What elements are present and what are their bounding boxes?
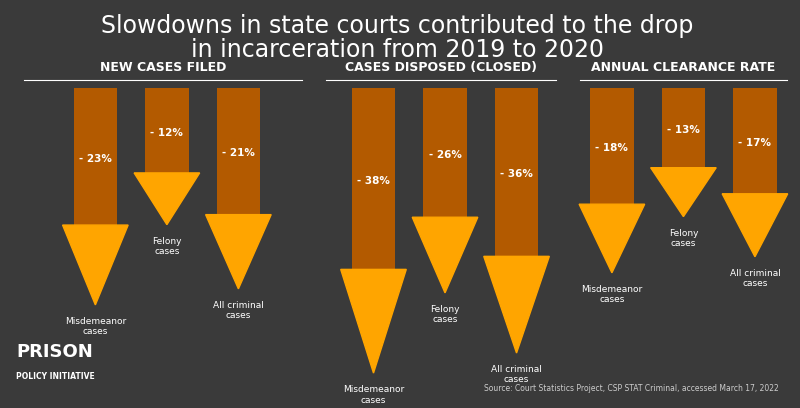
Polygon shape [579,204,645,273]
Text: ANNUAL CLEARANCE RATE: ANNUAL CLEARANCE RATE [591,61,775,74]
Text: Felony
cases: Felony cases [669,228,698,248]
Text: - 38%: - 38% [357,176,390,186]
Text: - 18%: - 18% [595,143,628,153]
Text: Felony
cases: Felony cases [152,237,182,256]
Text: - 21%: - 21% [222,149,255,158]
Text: - 36%: - 36% [500,169,533,179]
FancyBboxPatch shape [145,88,189,177]
FancyBboxPatch shape [74,88,118,229]
Text: - 17%: - 17% [738,138,771,148]
Polygon shape [650,168,716,217]
FancyBboxPatch shape [590,88,634,208]
Text: Slowdowns in state courts contributed to the drop: Slowdowns in state courts contributed to… [101,14,694,38]
Text: - 26%: - 26% [429,150,462,160]
Text: Source: Court Statistics Project, CSP STAT Criminal, accessed March 17, 2022: Source: Court Statistics Project, CSP ST… [484,384,778,393]
Polygon shape [412,217,478,293]
Text: Misdemeanor
cases: Misdemeanor cases [343,385,404,404]
Text: CASES DISPOSED (CLOSED): CASES DISPOSED (CLOSED) [345,61,537,74]
Text: Misdemeanor
cases: Misdemeanor cases [582,285,642,304]
FancyBboxPatch shape [217,88,260,219]
FancyBboxPatch shape [733,88,777,198]
Text: All criminal
cases: All criminal cases [213,301,264,320]
Polygon shape [341,269,406,373]
Text: NEW CASES FILED: NEW CASES FILED [100,61,226,74]
FancyBboxPatch shape [352,88,395,273]
Polygon shape [206,215,271,289]
Text: Misdemeanor
cases: Misdemeanor cases [65,317,126,336]
Text: All criminal
cases: All criminal cases [730,269,780,288]
Text: - 12%: - 12% [150,128,183,137]
Polygon shape [62,225,128,305]
Polygon shape [722,194,788,257]
FancyBboxPatch shape [494,88,538,260]
Text: in incarceration from 2019 to 2020: in incarceration from 2019 to 2020 [191,38,604,62]
Text: All criminal
cases: All criminal cases [491,365,542,384]
FancyBboxPatch shape [662,88,706,172]
Text: Felony
cases: Felony cases [430,305,460,324]
Text: - 13%: - 13% [667,125,700,135]
Text: - 23%: - 23% [79,154,112,164]
Text: PRISON: PRISON [16,343,93,361]
FancyBboxPatch shape [423,88,467,221]
Polygon shape [134,173,200,225]
Polygon shape [484,256,550,353]
Text: POLICY INITIATIVE: POLICY INITIATIVE [16,372,94,381]
